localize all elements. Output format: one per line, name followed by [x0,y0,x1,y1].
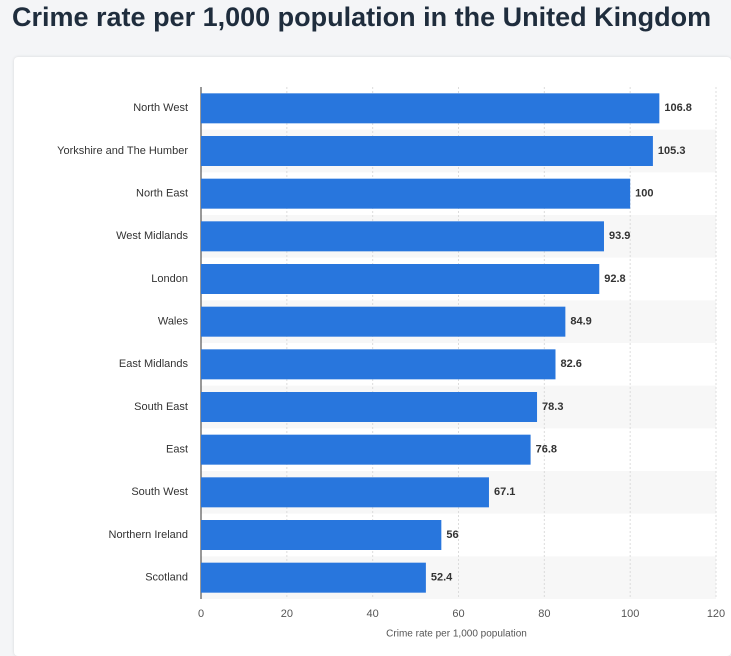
chart-title: Crime rate per 1,000 population in the U… [12,2,712,32]
bar [201,392,538,422]
x-tick-label: 60 [452,608,464,620]
x-tick-label: 100 [621,608,639,620]
x-tick-label: 20 [281,608,293,620]
value-label: 92.8 [604,273,625,285]
value-label: 93.9 [609,230,630,242]
y-tick-label: East [166,444,188,456]
bar [201,520,442,550]
value-label: 67.1 [494,486,515,498]
bar [201,93,660,124]
value-label: 106.8 [664,102,692,114]
y-tick-label: Wales [158,316,189,328]
value-label: 56 [446,529,458,541]
y-tick-label: South West [131,486,188,498]
value-label: 100 [635,188,653,200]
y-tick-label: South East [134,401,188,413]
value-label: 76.8 [536,444,557,456]
x-tick-label: 80 [538,608,550,620]
y-tick-label: Yorkshire and The Humber [57,145,188,157]
bar [201,562,426,593]
bar [201,221,604,252]
x-tick-label: 120 [707,608,725,620]
value-label: 82.6 [560,358,581,370]
bar [201,349,556,380]
bar [201,477,489,508]
y-tick-label: West Midlands [116,230,188,242]
y-tick-label: Northern Ireland [109,529,189,541]
bar [201,434,531,465]
y-tick-label: East Midlands [119,358,189,370]
y-tick-label: Scotland [145,572,188,584]
x-tick-label: 40 [367,608,379,620]
value-label: 52.4 [431,572,453,584]
bar [201,264,600,294]
x-tick-label: 0 [198,608,204,620]
value-label: 84.9 [570,316,591,328]
bar [201,178,631,209]
y-tick-label: North West [133,102,188,114]
y-tick-label: North East [136,188,188,200]
x-axis-title: Crime rate per 1,000 population [386,629,527,640]
y-tick-label: London [151,273,188,285]
bar [201,306,566,337]
value-label: 78.3 [542,401,563,413]
bar [201,136,653,166]
value-label: 105.3 [658,145,686,157]
